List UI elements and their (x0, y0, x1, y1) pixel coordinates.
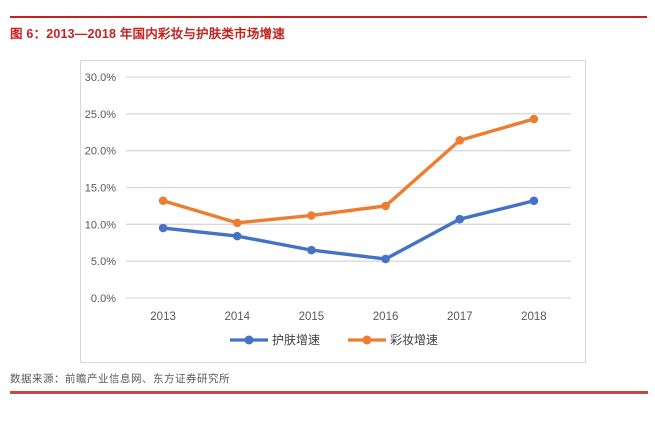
data-point (307, 245, 316, 255)
x-axis-tick-label: 2013 (150, 311, 176, 323)
series-line-0 (161, 199, 536, 261)
bottom-divider-line (10, 391, 648, 394)
data-point (455, 214, 465, 224)
y-axis-tick-label: 30.0% (85, 72, 116, 84)
legend-item-1: 彩妆增速 (346, 331, 438, 348)
data-point (232, 231, 242, 241)
y-axis-tick-label: 10.0% (85, 219, 116, 231)
data-point (158, 223, 168, 233)
figure-title: 图 6：2013—2018 年国内彩妆与护肤类市场增速 (10, 27, 285, 41)
chart-legend: 护肤增速 彩妆增速 (81, 331, 585, 348)
legend-label: 护肤增速 (271, 333, 320, 347)
x-axis-tick-label: 2014 (224, 311, 250, 323)
x-axis-tick-label: 2016 (373, 311, 399, 323)
data-source-note: 数据来源：前瞻产业信息网、东方证券研究所 (10, 373, 230, 385)
data-point (381, 201, 390, 211)
data-point (158, 196, 168, 206)
line-chart-svg: 0.0% 5.0% 10.0% 15.0% 20.0% 25.0% 30.0% 2013 201… (85, 72, 571, 323)
y-axis-tick-label: 25.0% (85, 109, 116, 121)
data-point (232, 218, 242, 228)
x-axis-tick-label: 2015 (299, 311, 325, 323)
data-point (529, 196, 539, 206)
series-line-1 (161, 117, 536, 225)
top-divider-line (10, 16, 647, 18)
data-point (381, 254, 390, 264)
legend-marker-icon (229, 335, 268, 344)
y-axis-tick-label: 5.0% (91, 256, 116, 268)
data-point (307, 211, 316, 220)
data-point (529, 114, 539, 124)
x-axis-tick-label: 2017 (447, 311, 473, 323)
y-axis-tick-label: 20.0% (85, 146, 116, 158)
y-axis-tick-label: 0.0% (91, 293, 116, 305)
x-axis-tick-label: 2018 (521, 311, 547, 323)
data-point (455, 136, 465, 145)
legend-marker-icon (348, 335, 386, 344)
legend-label: 彩妆增速 (390, 333, 439, 347)
legend-item-0: 护肤增速 (228, 331, 320, 348)
y-axis-tick-label: 15.0% (85, 183, 116, 195)
chart-container: 0.0% 5.0% 10.0% 15.0% 20.0% 25.0% 30.0% 2013 201… (80, 60, 586, 363)
